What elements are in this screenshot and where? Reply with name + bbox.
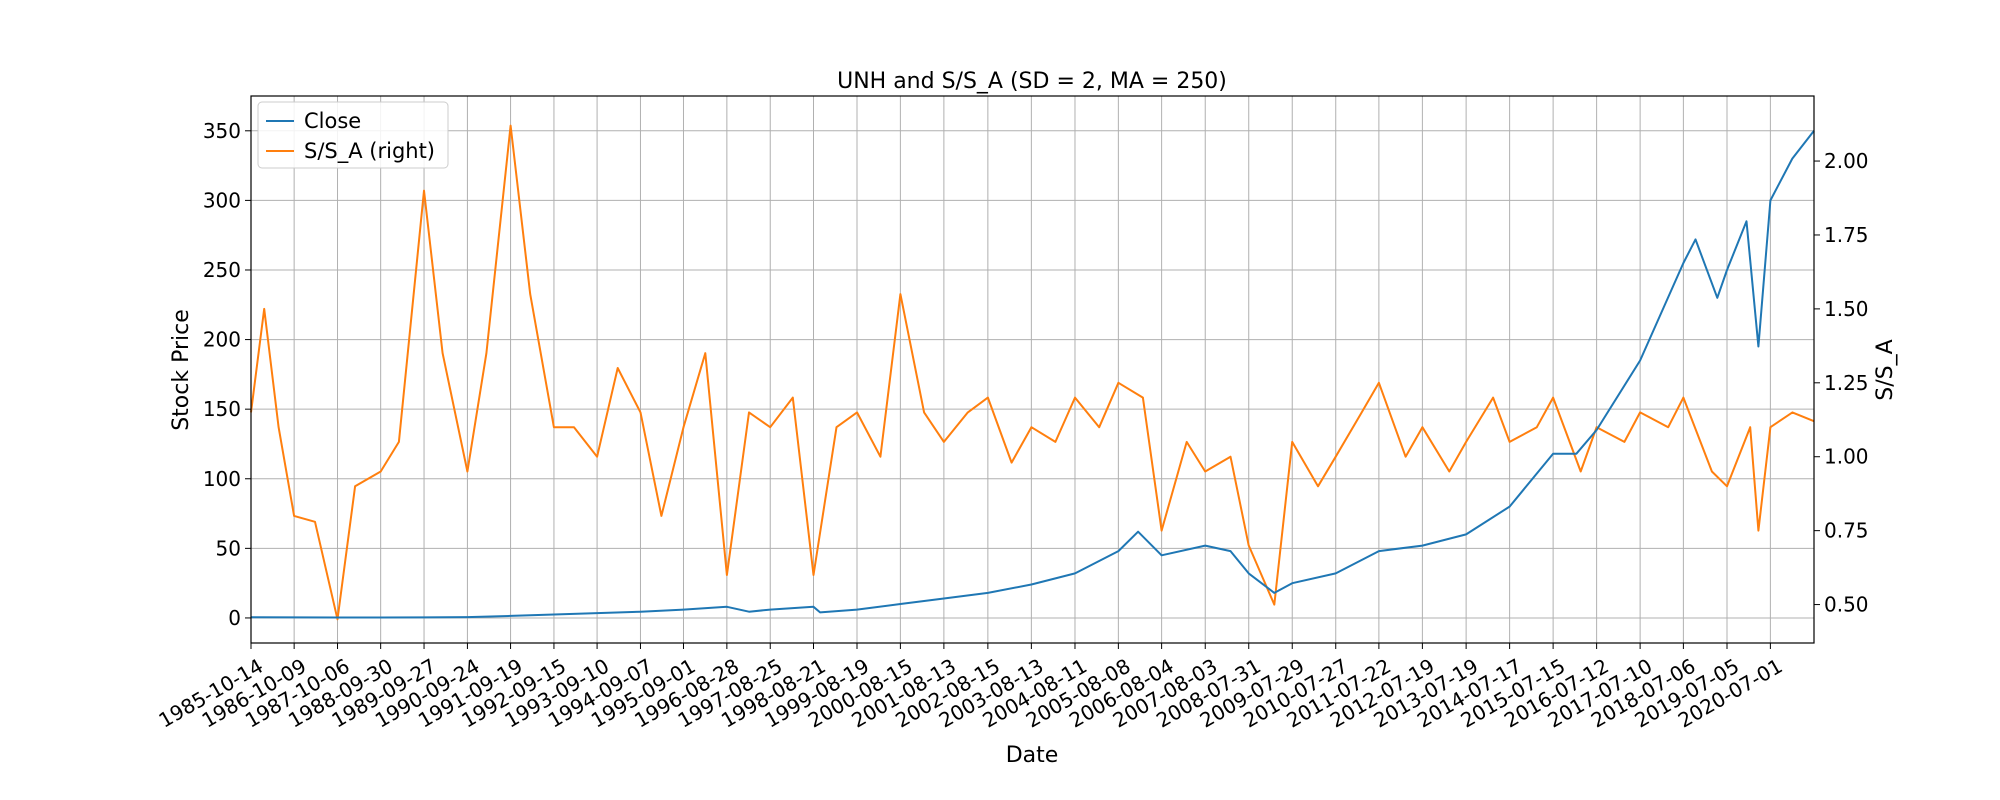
y-right-tick-label: 0.75 xyxy=(1824,519,1869,543)
series-line-close xyxy=(250,130,1815,619)
y-axis-right-title: S/S_A xyxy=(1873,339,1898,400)
y-right-tick-label: 1.50 xyxy=(1824,297,1869,321)
y-axis-left: 0 50 100 150 200 250 300 350 xyxy=(203,119,251,630)
series-line-ssa xyxy=(250,124,1815,621)
y-right-tick-label: 1.00 xyxy=(1824,445,1869,469)
y-left-tick-label: 100 xyxy=(203,467,241,491)
legend: Close S/S_A (right) xyxy=(257,101,449,169)
grid xyxy=(250,96,1814,643)
x-axis-title: Date xyxy=(1006,743,1059,768)
y-left-tick-label: 300 xyxy=(203,188,241,212)
x-axis: 1985-10-141986-10-091987-10-061988-09-30… xyxy=(154,643,1786,733)
y-right-tick-label: 2.00 xyxy=(1824,149,1869,173)
y-right-tick-label: 0.50 xyxy=(1824,593,1869,617)
y-right-tick-label: 1.25 xyxy=(1824,371,1869,395)
y-left-tick-label: 50 xyxy=(216,536,241,560)
y-left-tick-label: 150 xyxy=(203,397,241,421)
y-left-tick-label: 250 xyxy=(203,258,241,282)
chart-title: UNH and S/S_A (SD = 2, MA = 250) xyxy=(837,69,1227,94)
y-axis-right: 0.50 0.75 1.00 1.25 1.50 1.75 2.00 xyxy=(1814,149,1869,617)
y-axis-left-title: Stock Price xyxy=(169,309,194,431)
legend-box xyxy=(257,101,449,169)
y-right-tick-label: 1.75 xyxy=(1824,223,1869,247)
y-left-tick-label: 0 xyxy=(228,606,241,630)
legend-label-ssa: S/S_A (right) xyxy=(304,139,435,164)
legend-label-close: Close xyxy=(304,109,361,133)
y-left-tick-label: 200 xyxy=(203,328,241,352)
y-left-tick-label: 350 xyxy=(203,119,241,143)
series-layer xyxy=(250,124,1815,621)
plot-frame xyxy=(250,95,1815,644)
